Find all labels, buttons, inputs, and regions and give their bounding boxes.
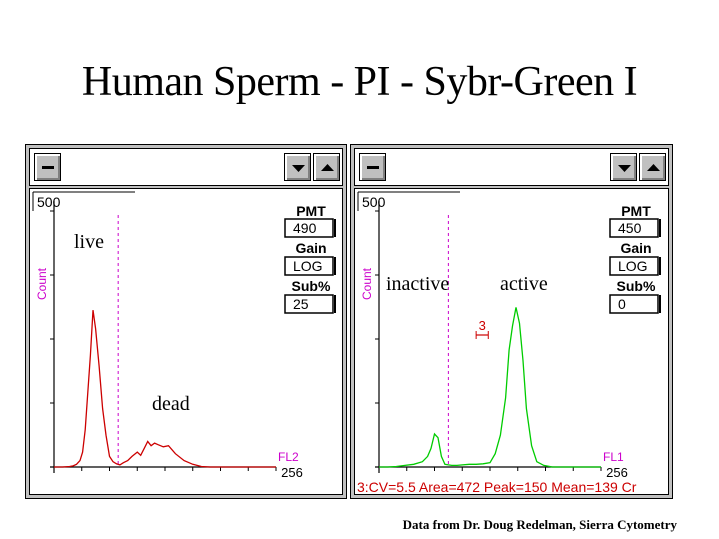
scroll-down-button[interactable] [610, 153, 637, 181]
pmt-label: PMT [621, 203, 651, 219]
y-max-label: 500 [362, 194, 386, 210]
sub-value: 25 [293, 296, 309, 312]
pmt-label: PMT [296, 203, 326, 219]
gain-label: Gain [295, 240, 326, 256]
window-titlebar [29, 148, 343, 186]
triangle-down-icon [618, 165, 631, 172]
sub-value-box [284, 294, 334, 314]
pmt-value: 490 [293, 220, 317, 236]
gain-value-box [609, 256, 659, 276]
x-axis-label: FL1 [603, 450, 624, 464]
annotation-active: active [500, 273, 548, 295]
sub-value-box [609, 294, 659, 314]
annotation-dead: dead [152, 393, 190, 415]
scroll-up-button[interactable] [313, 153, 340, 181]
pmt-value-box [284, 218, 334, 238]
annotation-inactive: inactive [386, 273, 449, 295]
region-label: 3 [479, 318, 486, 333]
histogram-series [54, 310, 276, 468]
slide-title: Human Sperm - PI - Sybr-Green I [81, 59, 638, 105]
triangle-up-icon [321, 164, 334, 171]
histogram-window-right: 500 Count FL1 256 inactive active PMT 450 Gain LO… [350, 144, 673, 499]
x-max-label: 256 [606, 465, 628, 480]
gain-value: LOG [293, 258, 323, 274]
pmt-value: 450 [618, 220, 642, 236]
plot-area: 500 Count FL1 256 inactive active PMT 450 Gain LO… [354, 188, 669, 495]
control-menu-button[interactable] [34, 153, 61, 181]
triangle-up-icon [647, 164, 660, 171]
sub-label: Sub% [292, 278, 331, 294]
scroll-up-button[interactable] [639, 153, 666, 181]
dash-icon [42, 166, 54, 169]
dash-icon [367, 166, 379, 169]
window-titlebar [354, 148, 669, 186]
sub-value: 0 [618, 296, 626, 312]
annotation-live: live [74, 231, 104, 253]
pmt-value-box [609, 218, 659, 238]
histogram-series [379, 307, 601, 468]
y-axis-label: Count [360, 267, 374, 300]
histogram-window-left: 500 Count FL2 256 live dead PMT 490 Gain LOG Sub% 2… [25, 144, 347, 499]
gain-label: Gain [620, 240, 651, 256]
x-axis-label: FL2 [278, 450, 299, 464]
stats-readout: 3:CV=5.5 Area=472 Peak=150 Mean=139 Cr [357, 479, 637, 495]
x-max-label: 256 [281, 465, 303, 480]
plot-area: 500 Count FL2 256 live dead PMT 490 Gain LOG Sub% 2… [29, 188, 343, 495]
scroll-down-button[interactable] [284, 153, 311, 181]
y-axis-label: Count [35, 267, 49, 300]
gain-value-box [284, 256, 334, 276]
gain-value: LOG [618, 258, 648, 274]
y-max-label: 500 [37, 194, 61, 210]
sub-label: Sub% [617, 278, 656, 294]
triangle-down-icon [292, 165, 305, 172]
control-menu-button[interactable] [359, 153, 386, 181]
data-credit: Data from Dr. Doug Redelman, Sierra Cyto… [402, 517, 677, 532]
